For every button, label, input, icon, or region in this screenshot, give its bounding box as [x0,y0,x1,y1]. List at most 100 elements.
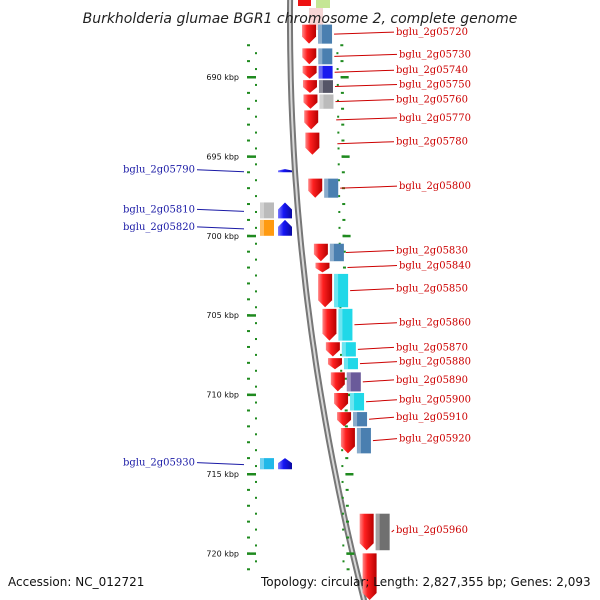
minor-tick [247,425,250,428]
minor-tick [247,298,250,301]
gene-leader-line [334,31,395,35]
homology-hit-block [260,458,274,470]
homology-hit-block [338,308,353,341]
minor-tick [339,306,342,309]
homology-hit-block [319,94,334,109]
homology-hit-block [324,178,339,198]
gene-label[interactable]: bglu_2g05870 [396,342,468,353]
gene-arrow-forward[interactable] [362,553,377,600]
minor-tick [341,449,344,452]
scale-ticks: 690 kbp 695 kbp 700 kbp 705 kbp 710 kbp 715 k… [206,44,355,571]
minor-tick [345,457,349,460]
minor-tick [336,83,339,86]
minor-tick [247,44,250,47]
gene-arrow-forward[interactable] [308,178,323,198]
major-tick [345,473,354,476]
gene-arrow-reverse[interactable] [278,219,292,236]
gene-label[interactable]: bglu_2g05920 [399,434,471,445]
gene-label[interactable]: bglu_2g05800 [399,181,471,192]
gene-track [260,24,390,600]
gene-arrow-forward[interactable] [327,358,342,370]
minor-tick [247,123,250,126]
minor-tick [255,226,257,229]
gene-label[interactable]: bglu_2g05780 [396,137,468,148]
major-tick [346,552,355,555]
minor-tick [342,203,346,206]
scale-tick-label: 700 kbp [206,232,239,241]
minor-tick [247,91,250,94]
gene-label[interactable]: bglu_2g05910 [396,412,468,423]
minor-tick [341,512,344,515]
gene-arrow-forward[interactable] [315,262,330,273]
homology-hit-block [318,24,333,44]
gene-arrow-reverse[interactable] [278,202,292,219]
gene-label[interactable]: bglu_2g05810 [123,204,195,215]
homology-hit-block [346,372,361,392]
gene-label[interactable]: bglu_2g05820 [123,222,195,233]
gene-arrow-forward[interactable] [303,94,318,109]
gene-leader-line [196,169,245,173]
gene-arrow-forward[interactable] [334,393,349,411]
gene-leader-line [350,288,395,292]
homology-hit-block [341,342,356,357]
gene-label[interactable]: bglu_2g05860 [399,318,471,329]
gene-arrow-forward[interactable] [325,342,340,357]
gene-label[interactable]: bglu_2g05930 [123,458,195,469]
gene-arrow-forward[interactable] [313,243,328,262]
gene-arrow-forward[interactable] [322,308,337,341]
scale-tick-label: 715 kbp [206,470,239,479]
minor-tick [341,123,345,126]
minor-tick [247,107,250,110]
minor-tick [342,266,346,269]
major-tick [344,393,353,397]
minor-tick [255,115,257,118]
gene-arrow-forward[interactable] [302,48,317,65]
gene-leader-line [362,379,395,383]
minor-tick [340,91,344,94]
minor-tick [247,171,250,174]
gene-leader-line [340,185,398,189]
gene-label[interactable]: bglu_2g05760 [396,95,468,106]
gene-label[interactable]: bglu_2g05890 [396,375,468,386]
homology-hit-block [329,243,344,262]
gene-arrow-forward[interactable] [337,412,352,427]
gene-arrow-reverse[interactable] [278,458,292,470]
gene-label[interactable]: bglu_2g05960 [396,525,468,536]
gene-leader-line [345,249,395,253]
gene-arrow-forward[interactable] [305,132,320,155]
gene-label[interactable]: bglu_2g05720 [396,27,468,38]
gene-label[interactable]: bglu_2g05770 [399,113,471,124]
minor-tick [255,242,257,245]
feature-block [309,8,323,30]
scale-tick-label: 705 kbp [206,311,239,320]
gene-label[interactable]: bglu_2g05740 [396,65,468,76]
gene-label[interactable]: bglu_2g05830 [396,245,468,256]
gene-label[interactable]: bglu_2g05790 [123,165,195,176]
accession-text: Accession: NC_012721 [8,575,144,589]
minor-tick [255,99,257,102]
gene-arrow-forward[interactable] [330,372,345,392]
gene-label[interactable]: bglu_2g05850 [396,284,468,295]
gene-arrow-forward[interactable] [302,80,317,93]
gene-label[interactable]: bglu_2g05880 [399,357,471,368]
gene-arrow-forward[interactable] [359,513,374,551]
major-tick [247,155,256,158]
topology-text: Topology: circular; Length: 2,827,355 bp… [260,575,591,589]
minor-tick [255,560,257,563]
gene-arrow-forward[interactable] [302,24,317,44]
gene-label[interactable]: bglu_2g05840 [399,261,471,272]
gene-arrow-reverse[interactable] [278,169,292,173]
minor-tick [337,131,340,134]
minor-tick [341,496,344,499]
gene-arrow-forward[interactable] [318,273,333,308]
gene-leader-line [196,208,245,212]
minor-tick [342,560,345,563]
major-tick [341,155,350,158]
gene-arrow-forward[interactable] [304,110,319,130]
gene-arrow-forward[interactable] [340,427,355,454]
gene-arrow-forward[interactable] [302,65,317,79]
gene-label[interactable]: bglu_2g05900 [399,395,471,406]
minor-tick [255,163,257,166]
gene-label[interactable]: bglu_2g05730 [399,49,471,60]
gene-label[interactable]: bglu_2g05750 [399,80,471,91]
